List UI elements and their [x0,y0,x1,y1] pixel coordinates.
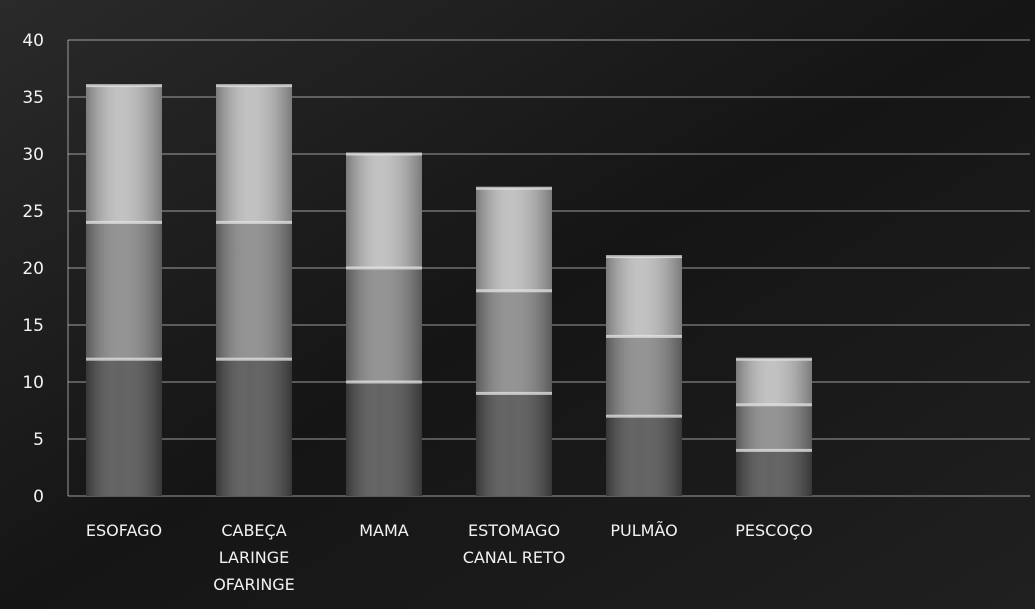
bar-shading [86,85,162,496]
bar-segment-separator [216,84,292,88]
x-category-label-line: CANAL RETO [463,548,566,567]
bar-segment-separator [736,357,812,361]
bar-shading [606,256,682,496]
y-tick-label: 20 [22,259,44,279]
bar-segment-separator [736,448,812,452]
x-category-label: PULMÃO [610,521,677,540]
bar [476,186,552,496]
bar-segment-separator [736,403,812,407]
bar-shading [736,359,812,496]
x-category-label-line: OFARINGE [213,575,295,594]
bar-segment-separator [476,186,552,190]
y-tick-label: 30 [22,145,44,165]
bar-segment-separator [216,220,292,224]
x-category-label-line: ESTOMAGO [468,521,560,540]
y-tick-label: 0 [33,487,44,507]
x-category-label: CABEÇA LARINGE OFARINGE [213,521,295,594]
x-category-label-line: LARINGE [219,548,290,567]
bar [736,357,812,496]
y-tick-label: 5 [33,430,44,450]
bar [86,84,162,496]
x-category-label: ESTOMAGO CANAL RETO [463,521,566,567]
bar-segment-separator [86,357,162,361]
x-category-label-line: CABEÇA [221,521,286,540]
x-category-label-line: PESCOÇO [735,521,812,540]
bar-segment-separator [476,289,552,293]
y-tick-label: 25 [22,202,44,222]
bar-segment-separator [86,84,162,88]
y-tick-label: 40 [22,31,44,51]
bars-layer [86,84,812,496]
bar [606,255,682,496]
bar-segment-separator [606,255,682,259]
y-tick-label: 10 [22,373,44,393]
y-tick-labels: 0 5 10 15 20 25 30 35 40 [22,31,44,507]
bar-segment-separator [346,152,422,156]
x-category-label-line: ESOFAGO [86,521,162,540]
x-category-label-line: PULMÃO [610,521,677,540]
x-category-label: MAMA [359,521,409,540]
bar [216,84,292,496]
y-tick-label: 35 [22,88,44,108]
x-category-labels: ESOFAGO CABEÇA LARINGE OFARINGE MAMA ESTOMAGO… [86,521,813,594]
x-category-label: PESCOÇO [735,521,812,540]
bar-segment-separator [606,414,682,418]
bar-shading [216,85,292,496]
bar-segment-separator [86,220,162,224]
x-category-label: ESOFAGO [86,521,162,540]
bar [346,152,422,496]
bar-segment-separator [476,391,552,395]
bar-shading [346,154,422,496]
bar-segment-separator [346,380,422,384]
y-tick-label: 15 [22,316,44,336]
bar-segment-separator [346,266,422,270]
x-category-label-line: MAMA [359,521,409,540]
bar-segment-separator [216,357,292,361]
bar-segment-separator [606,334,682,338]
bar-shading [476,188,552,496]
